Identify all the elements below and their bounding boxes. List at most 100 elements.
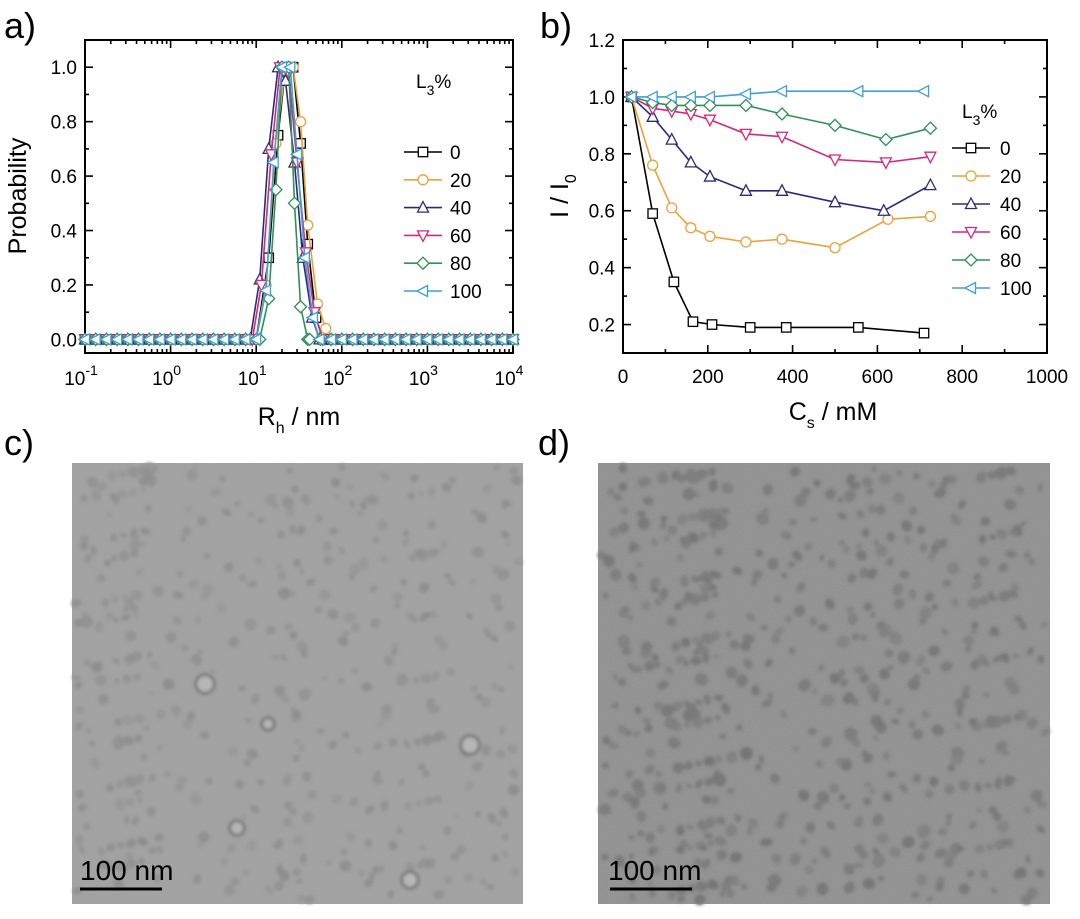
y-tick-label: 1.0 — [51, 58, 77, 79]
panel-a-y-ticks: 0.0 0.2 0.4 0.6 0.8 1.0 — [51, 58, 513, 351]
y-tick-label: 0.0 — [51, 330, 77, 351]
panel-a-legend: L3% 0 20 40 60 80 100 — [404, 72, 482, 303]
data-point — [918, 327, 930, 339]
data-point — [645, 90, 658, 104]
legend-label: 40 — [450, 199, 471, 220]
legend-title: L3% — [416, 72, 451, 98]
series-100 — [624, 84, 930, 104]
panel-b-x-axis-title: Cs / mM — [789, 398, 878, 432]
data-point — [302, 332, 317, 347]
series-line-40 — [630, 96, 931, 212]
series-40 — [624, 89, 937, 216]
data-point — [685, 222, 697, 234]
data-point — [878, 132, 893, 147]
y-tick-label: 0.6 — [589, 202, 615, 223]
legend-item-60: 60 — [952, 223, 1021, 244]
data-point — [294, 116, 307, 128]
y-tick-label: 0.4 — [51, 222, 78, 243]
y-tick-label: 0.4 — [589, 259, 616, 280]
data-point — [646, 109, 660, 122]
panel-b-y-ticks: 0.2 0.4 0.6 0.8 1.0 1.2 — [589, 31, 1047, 337]
data-point — [703, 169, 717, 182]
data-point — [702, 90, 716, 104]
data-point — [664, 90, 677, 104]
panel-c-label: c) — [4, 422, 34, 463]
data-point — [924, 210, 937, 223]
legend-marker — [416, 230, 430, 243]
y-tick-label: 0.2 — [589, 316, 615, 337]
panel-b-label: b) — [540, 5, 572, 46]
data-point — [879, 157, 893, 170]
legend-label: 100 — [1000, 279, 1032, 300]
x-tick-label: 103 — [409, 362, 438, 390]
legend-marker — [415, 284, 429, 298]
data-point — [666, 202, 678, 214]
data-point — [505, 332, 519, 346]
data-point — [293, 299, 308, 314]
data-point — [740, 236, 752, 248]
data-point — [829, 242, 841, 254]
x-tick-label: 102 — [323, 362, 352, 390]
data-point — [305, 311, 319, 325]
legend-label: 0 — [1000, 139, 1011, 160]
data-point — [647, 159, 659, 171]
panel-b-legend: L3%0 20 40 60 80 100 — [952, 102, 1032, 300]
data-point — [278, 73, 293, 86]
data-point — [248, 332, 262, 346]
data-point — [266, 155, 279, 170]
series-line-20 — [630, 96, 931, 249]
data-point — [776, 233, 788, 245]
legend-marker — [965, 142, 977, 154]
panel-d-grain — [598, 463, 1050, 904]
legend-item-100: 100 — [404, 282, 482, 303]
legend-label: 60 — [450, 226, 471, 247]
data-point — [684, 154, 698, 168]
legend-item-40: 40 — [952, 195, 1021, 216]
legend-item-0: 0 — [404, 143, 461, 164]
data-point — [780, 322, 792, 333]
legend-title: L3% — [962, 102, 997, 128]
panel-a-chart: a) 10-1 100 101 102 103 104 0.0 0.2 0.4 0.6 0.8 1.… — [4, 5, 524, 437]
y-tick-label: 1.0 — [589, 88, 615, 109]
legend-item-80: 80 — [404, 254, 471, 275]
data-point — [624, 90, 637, 104]
data-point — [850, 84, 864, 98]
panel-c-grain — [72, 463, 523, 904]
panel-d-micrograph: d) 100 nm — [538, 422, 1050, 906]
data-point — [665, 132, 679, 145]
legend-marker — [964, 196, 978, 210]
legend-item-0: 0 — [952, 139, 1011, 160]
x-tick-label: 104 — [495, 362, 524, 390]
data-point — [297, 251, 310, 265]
data-point — [738, 87, 752, 101]
data-point — [774, 84, 788, 98]
data-point — [706, 319, 718, 330]
y-tick-label: 0.6 — [51, 167, 77, 188]
x-tick-label: 800 — [946, 367, 978, 388]
data-point — [287, 196, 302, 211]
legend-marker — [964, 253, 978, 267]
x-tick-label: 200 — [692, 367, 724, 388]
x-tick-label: 100 — [152, 362, 181, 390]
data-point — [775, 131, 789, 145]
legend-label: 0 — [450, 143, 461, 164]
legend-label: 40 — [1000, 195, 1021, 216]
legend-item-40: 40 — [404, 199, 471, 220]
x-tick-label: 10-1 — [64, 362, 98, 390]
y-tick-label: 0.2 — [51, 276, 77, 297]
panel-d-scale-bar-label: 100 nm — [608, 855, 701, 886]
data-point — [664, 98, 679, 113]
x-tick-label: 101 — [238, 362, 267, 390]
data-point — [828, 118, 842, 133]
data-point — [923, 121, 938, 136]
x-tick-label: 1000 — [1026, 367, 1068, 388]
data-point — [704, 230, 716, 242]
data-point — [775, 183, 789, 196]
legend-marker — [963, 281, 977, 295]
data-point — [258, 283, 272, 297]
panel-a-x-ticks: 10-1 100 101 102 103 104 — [64, 40, 524, 390]
data-point — [703, 114, 717, 128]
series-line-80 — [631, 96, 931, 141]
panel-c-scale-bar-label: 100 nm — [80, 855, 173, 886]
series-line-60 — [631, 96, 931, 164]
